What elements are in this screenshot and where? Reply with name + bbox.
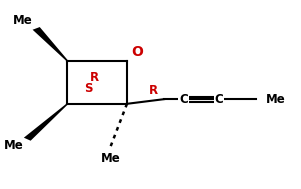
Text: Me: Me xyxy=(265,93,285,106)
Polygon shape xyxy=(24,104,68,141)
Text: R: R xyxy=(90,71,99,84)
Text: C: C xyxy=(179,93,188,106)
Polygon shape xyxy=(33,27,68,61)
Text: S: S xyxy=(84,82,92,95)
Text: Me: Me xyxy=(4,139,24,152)
Text: Me: Me xyxy=(13,14,33,27)
Text: C: C xyxy=(215,93,224,106)
Text: Me: Me xyxy=(101,152,120,165)
Text: O: O xyxy=(132,45,143,59)
Text: R: R xyxy=(149,84,158,97)
